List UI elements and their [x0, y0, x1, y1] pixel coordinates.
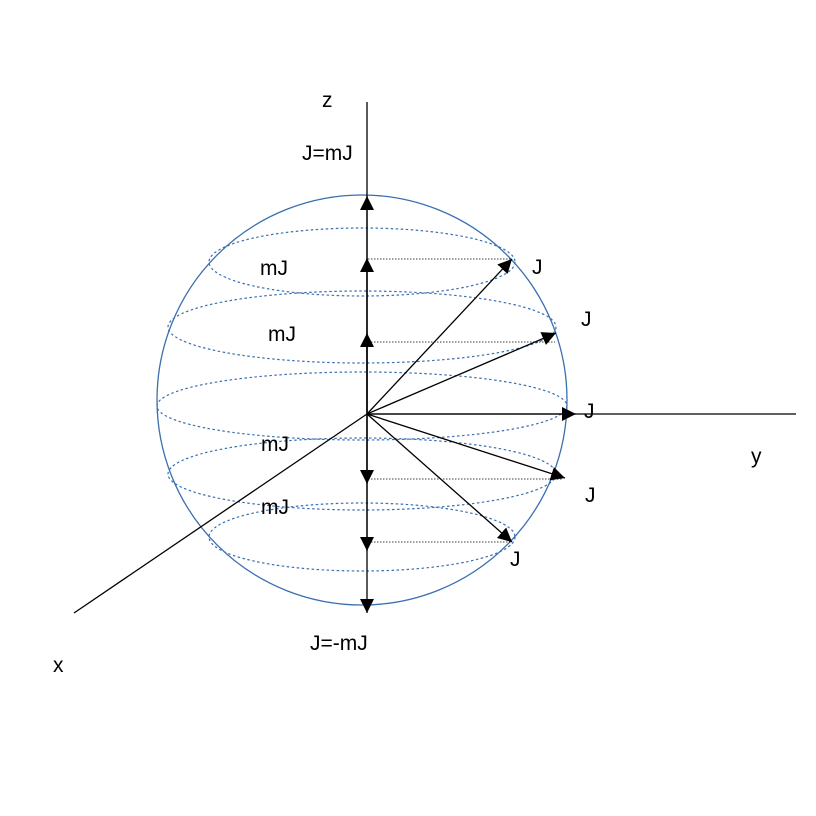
latitude-ring: [208, 502, 516, 572]
j-label-4: J: [585, 484, 596, 507]
bottom-state-label: J=-mJ: [310, 632, 368, 655]
j-label-3: J: [584, 400, 595, 423]
j-label-2: J: [581, 308, 592, 331]
y-axis-label: y: [751, 445, 762, 468]
z-axis-label: z: [322, 89, 333, 112]
mj-label-3: mJ: [261, 433, 289, 456]
x-axis-label: x: [53, 654, 64, 677]
mj-label-4: mJ: [261, 496, 289, 519]
latitude-ring: [167, 290, 557, 364]
mj-label-2: mJ: [268, 323, 296, 346]
j-label-1: J: [532, 256, 543, 279]
j-label-5: J: [510, 548, 521, 571]
x-axis-line: [73, 413, 368, 614]
j-vector-5: [366, 413, 513, 543]
top-state-label: J=mJ: [302, 142, 353, 165]
sphere-outline: [156, 194, 568, 606]
j-vector-4: [366, 413, 566, 481]
j-vector-2: [366, 332, 557, 415]
latitude-ring: [167, 437, 557, 511]
latitude-ring: [156, 371, 568, 441]
latitude-ring: [208, 227, 516, 297]
j-vector-1: [366, 258, 513, 415]
mj-label-1: mJ: [260, 257, 288, 280]
